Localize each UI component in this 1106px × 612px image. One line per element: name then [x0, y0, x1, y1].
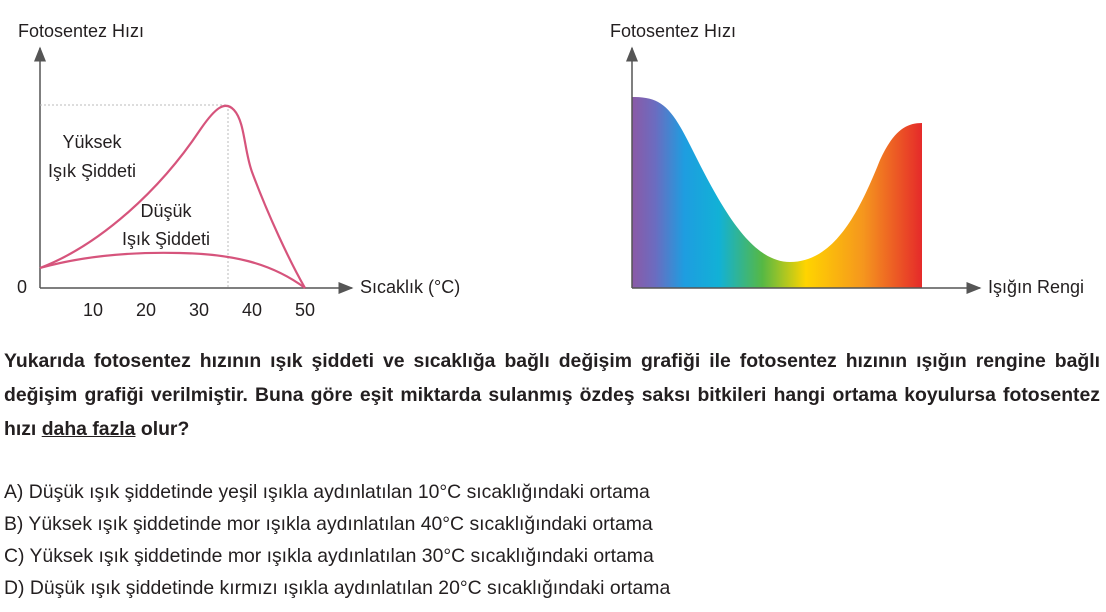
- x-axis-label: Sıcaklık (°C): [360, 277, 460, 297]
- option: B) Yüksek ışık şiddetinde mor ışıkla ayd…: [4, 513, 653, 535]
- x-tick-label: 30: [189, 300, 209, 320]
- curve-label: Yüksek: [62, 132, 122, 152]
- question-underlined: daha fazla: [41, 418, 136, 440]
- x-tick-label: 0: [17, 277, 27, 297]
- y-axis-label: Fotosentez Hızı: [610, 21, 736, 41]
- x-tick-label: 10: [83, 300, 103, 320]
- x-axis-label: Işığın Rengi: [988, 277, 1084, 297]
- option: C) Yüksek ışık şiddetinde mor ışıkla ayd…: [4, 545, 654, 567]
- question-text: olur?: [135, 418, 190, 440]
- graphs: Fotosentez Hızı Sıcaklık (°C) Yüksek Işı…: [17, 21, 1084, 320]
- x-tick-label: 50: [295, 300, 315, 320]
- high-light-curve: [39, 104, 306, 289]
- question: Yukarıda fotosentez hızının ışık şiddeti…: [4, 344, 1100, 446]
- curve-label: Işık Şiddeti: [48, 161, 136, 181]
- options: A) Düşük ışık şiddetinde yeşil ışıkla ay…: [4, 476, 670, 604]
- option: D) Düşük ışık şiddetinde kırmızı ışıkla …: [4, 577, 671, 599]
- curve-label: Işık Şiddeti: [122, 229, 210, 249]
- y-axis-label: Fotosentez Hızı: [18, 21, 144, 41]
- option: A) Düşük ışık şiddetinde yeşil ışıkla ay…: [4, 481, 650, 503]
- curve-label: Düşük: [140, 201, 192, 221]
- question-text: Yukarıda fotosentez hızının ışık şiddeti…: [4, 350, 1100, 440]
- x-tick-label: 20: [136, 300, 156, 320]
- x-tick-label: 40: [242, 300, 262, 320]
- color-curve-area: [632, 97, 922, 288]
- x-ticks: 0 10 20 30 40 50: [17, 277, 315, 320]
- low-light-curve: [39, 251, 306, 289]
